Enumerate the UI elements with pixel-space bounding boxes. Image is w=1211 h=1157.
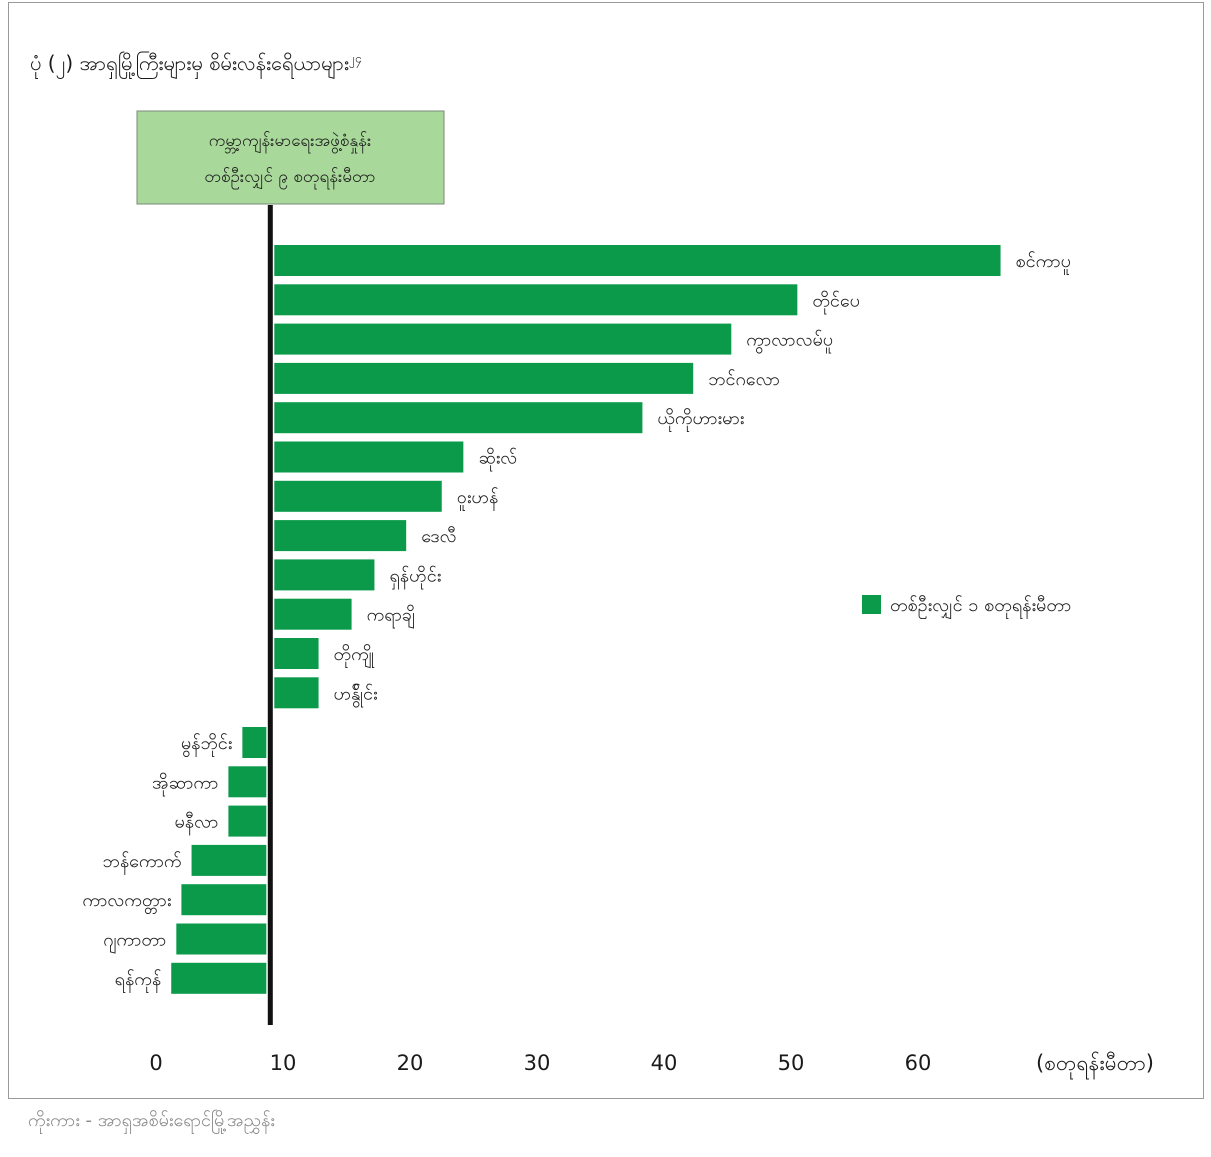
bar-15	[191, 844, 267, 876]
bar-4	[274, 402, 643, 434]
reference-label-line2: တစ်ဦးလျှင် ၉ စတုရန်းမီတာ	[204, 167, 375, 190]
bar-label-12: မွန်ဘိုင်း	[181, 733, 233, 757]
bar-18	[171, 962, 267, 994]
bar-label-9: ကရာချိ	[367, 605, 415, 629]
bar-1	[274, 284, 798, 316]
bars-group	[171, 245, 1001, 994]
bar-label-1: တိုင်ပေ	[812, 290, 860, 314]
legend-swatch	[862, 595, 881, 614]
bar-16	[181, 884, 267, 916]
bar-label-14: မနီလာ	[175, 812, 219, 836]
legend-label: တစ်ဦးလျှင် ၁ စတုရန်းမီတာ	[890, 595, 1071, 619]
bar-6	[274, 480, 442, 512]
bar-8	[274, 559, 375, 591]
x-tick-40: 40	[651, 1051, 678, 1075]
bar-label-6: ဝူးဟန်	[457, 487, 499, 511]
x-tick-10: 10	[270, 1051, 297, 1075]
reference-label-line1: ကမ္ဘာ့ကျန်းမာရေးအဖွဲ့စံနှုန်း	[209, 131, 372, 154]
bar-label-8: ရှန်ဟိုင်း	[389, 565, 441, 589]
bar-label-13: အိုဆာကာ	[152, 772, 218, 796]
reference-label-box	[136, 110, 445, 205]
x-tick-30: 30	[524, 1051, 551, 1075]
bar-12	[242, 727, 267, 758]
bar-0	[274, 245, 1001, 276]
bar-label-17: ဂျကာတာ	[103, 930, 166, 954]
page-title: ပုံ (၂) အာရှမြို့ကြီးများမှ စိမ်းလန်းရေိ…	[30, 51, 362, 75]
x-tick-0: 0	[149, 1051, 162, 1075]
bar-label-10: တိုကျို	[334, 644, 376, 668]
x-tick-50: 50	[778, 1051, 805, 1075]
x-tick-60: 60	[905, 1051, 932, 1075]
bar-2	[274, 323, 732, 355]
bar-3	[274, 362, 694, 394]
bar-9	[274, 598, 352, 630]
bar-7	[274, 520, 407, 552]
bar-label-5: ဆိုးလ်	[478, 448, 517, 472]
bar-label-15: ဘန်ကောက်	[102, 851, 181, 875]
x-axis-ticks: 0 10 20 30 40 50 60	[149, 1051, 931, 1075]
bar-label-11: ဟန်ွိုင်း	[334, 683, 378, 707]
bar-11	[274, 677, 319, 709]
bar-label-16: ကာလကတ္တား	[82, 890, 171, 914]
source-note: ကိုးကား - အာရှအစိမ်းရောင်မြို့အညွှန်း	[28, 1110, 275, 1131]
bar-10	[274, 638, 319, 669]
bar-label-2: ကွာလာလမ်ပူ	[746, 330, 833, 354]
bar-17	[176, 923, 267, 955]
bar-label-4: ယိုကိုဟားမား	[657, 408, 744, 432]
bar-label-7: ဒေလီ	[421, 526, 456, 547]
bar-5	[274, 441, 464, 473]
bar-14	[228, 805, 267, 837]
title-footnote: ၂၄	[348, 51, 362, 66]
x-tick-20: 20	[397, 1051, 424, 1075]
bar-label-3: ဘင်ဂလော	[708, 369, 780, 390]
bar-label-18: ရန်ကုန်	[115, 969, 162, 993]
category-labels: စင်ကာပူတိုင်ပေကွာလာလမ်ပူဘင်ဂလောယိုကိုဟား…	[82, 251, 1071, 993]
bar-label-0: စင်ကာပူ	[1016, 251, 1071, 275]
bar-13	[228, 766, 267, 798]
x-axis-unit: (စတုရန်းမီတာ)	[1036, 1050, 1154, 1080]
